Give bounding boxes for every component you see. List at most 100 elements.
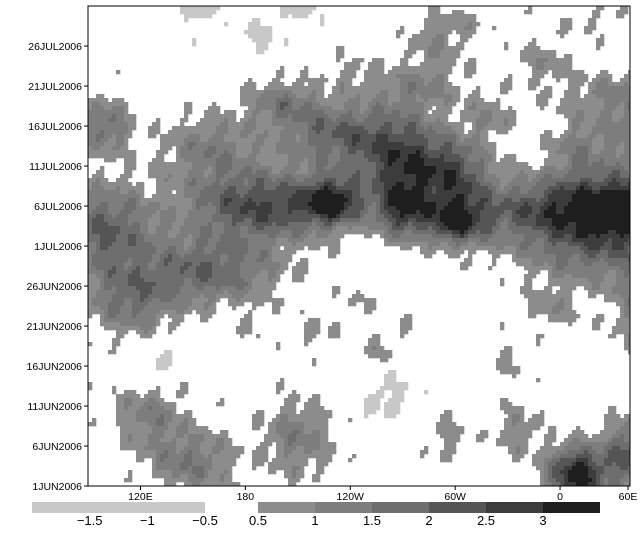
contour-cell — [320, 150, 325, 155]
contour-cell — [248, 230, 253, 235]
contour-cell — [420, 94, 425, 99]
contour-cell — [448, 214, 453, 219]
contour-cell — [540, 198, 545, 203]
contour-cell — [276, 130, 281, 135]
contour-cell — [324, 154, 329, 159]
contour-cell — [112, 138, 117, 143]
contour-cell — [352, 58, 357, 63]
contour-cell — [592, 118, 597, 123]
contour-cell — [452, 222, 457, 227]
contour-cell — [352, 158, 357, 163]
contour-cell — [580, 162, 585, 167]
contour-cell — [484, 206, 489, 211]
contour-cell — [256, 202, 261, 207]
contour-cell — [500, 82, 505, 87]
contour-cell — [276, 90, 281, 95]
contour-cell — [180, 162, 185, 167]
contour-cell — [256, 98, 261, 103]
contour-cell — [172, 206, 177, 211]
contour-cell — [580, 74, 585, 79]
contour-cell — [388, 142, 393, 147]
contour-cell — [404, 150, 409, 155]
contour-cell — [328, 142, 333, 147]
contour-cell — [212, 226, 217, 231]
contour-cell — [248, 218, 253, 223]
contour-cell — [344, 214, 349, 219]
contour-cell — [616, 98, 621, 103]
contour-cell — [408, 94, 413, 99]
contour-cell — [616, 154, 621, 159]
contour-cell — [400, 198, 405, 203]
contour-cell — [548, 190, 553, 195]
contour-cell — [352, 98, 357, 103]
contour-cell — [380, 106, 385, 111]
contour-cell — [464, 162, 469, 167]
contour-cell — [376, 182, 381, 187]
contour-cell — [496, 218, 501, 223]
contour-cell — [356, 126, 361, 131]
contour-cell — [412, 138, 417, 143]
contour-cell — [380, 158, 385, 163]
contour-cell — [228, 198, 233, 203]
contour-cell — [292, 142, 297, 147]
contour-cell — [596, 94, 601, 99]
contour-cell — [372, 118, 377, 123]
contour-cell — [112, 134, 117, 139]
contour-cell — [224, 174, 229, 179]
contour-cell — [204, 146, 209, 151]
contour-cell — [240, 210, 245, 215]
contour-cell — [500, 218, 505, 223]
contour-cell — [480, 206, 485, 211]
contour-cell — [292, 206, 297, 211]
contour-cell — [560, 98, 565, 103]
contour-cell — [428, 134, 433, 139]
contour-cell — [624, 94, 629, 99]
contour-cell — [496, 98, 501, 103]
contour-cell — [548, 186, 553, 191]
contour-cell — [532, 206, 537, 211]
contour-cell — [368, 122, 373, 127]
contour-cell — [580, 98, 585, 103]
contour-cell — [296, 194, 301, 199]
contour-cell — [272, 82, 277, 87]
contour-cell — [584, 118, 589, 123]
contour-cell — [612, 182, 617, 187]
contour-cell — [444, 70, 449, 75]
contour-cell — [304, 118, 309, 123]
contour-cell — [344, 142, 349, 147]
contour-cell — [400, 62, 405, 67]
contour-cell — [348, 218, 353, 223]
contour-cell — [204, 154, 209, 159]
contour-cell — [112, 146, 117, 151]
contour-cell — [260, 134, 265, 139]
contour-cell — [396, 142, 401, 147]
contour-cell — [216, 178, 221, 183]
contour-cell — [192, 230, 197, 235]
contour-cell — [596, 86, 601, 91]
contour-cell — [340, 94, 345, 99]
contour-cell — [356, 114, 361, 119]
contour-cell — [504, 166, 509, 171]
contour-cell — [300, 170, 305, 175]
contour-cell — [520, 166, 525, 171]
contour-cell — [252, 86, 257, 91]
contour-cell — [568, 190, 573, 195]
contour-cell — [604, 134, 609, 139]
contour-cell — [460, 174, 465, 179]
contour-cell — [180, 118, 185, 123]
contour-cell — [608, 206, 613, 211]
contour-cell — [192, 146, 197, 151]
contour-cell — [264, 138, 269, 143]
contour-cell — [144, 210, 149, 215]
contour-cell — [220, 146, 225, 151]
contour-cell — [180, 218, 185, 223]
contour-cell — [460, 26, 465, 31]
contour-cell — [292, 154, 297, 159]
contour-cell — [544, 222, 549, 227]
contour-cell — [448, 194, 453, 199]
contour-cell — [320, 198, 325, 203]
contour-cell — [324, 214, 329, 219]
contour-cell — [188, 186, 193, 191]
contour-cell — [520, 218, 525, 223]
contour-cell — [520, 162, 525, 167]
